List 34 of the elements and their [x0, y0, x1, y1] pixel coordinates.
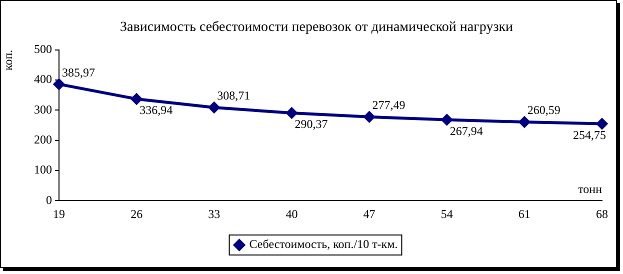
- y-tick-label: 300: [34, 102, 52, 116]
- point: [518, 116, 530, 128]
- chart-title: Зависимость себестоимости перевозок от динамической нагрузки: [120, 20, 514, 36]
- x-tick-label: 61: [518, 206, 530, 221]
- data-label: 308,71: [217, 88, 250, 103]
- y-tick-label: 200: [34, 132, 52, 146]
- x-tick-label: 47: [363, 206, 376, 221]
- x-tick-label: 68: [596, 206, 608, 221]
- data-label: 385,97: [62, 65, 95, 80]
- point: [596, 118, 608, 130]
- y-tick-label: 400: [34, 72, 52, 86]
- x-tick-label: 40: [286, 206, 298, 221]
- point: [364, 111, 375, 122]
- x-tick-label: 26: [130, 206, 143, 221]
- data-label: 254,75: [573, 128, 606, 142]
- x-tick-label: 54: [440, 206, 453, 221]
- x-tick-label: 33: [208, 206, 220, 221]
- y-axis-title: коп.: [1, 50, 16, 70]
- x-tick-label: 19: [53, 206, 65, 221]
- legend-label: Себестоимость, коп./10 т-км.: [249, 237, 398, 252]
- point: [441, 114, 452, 126]
- point: [286, 108, 298, 119]
- point: [131, 93, 142, 104]
- point: [54, 78, 64, 90]
- data-label: 290,37: [294, 117, 328, 132]
- y-tick-label: 100: [34, 162, 52, 177]
- x-axis-title: тонн: [578, 182, 603, 196]
- data-label: 336,94: [140, 103, 173, 118]
- data-label: 277,49: [372, 98, 406, 112]
- y-tick-label: 0: [46, 192, 52, 207]
- data-label: 260,59: [527, 103, 560, 118]
- y-tick-label: 500: [34, 42, 52, 56]
- point: [208, 102, 220, 113]
- data-label: 267,94: [450, 124, 483, 138]
